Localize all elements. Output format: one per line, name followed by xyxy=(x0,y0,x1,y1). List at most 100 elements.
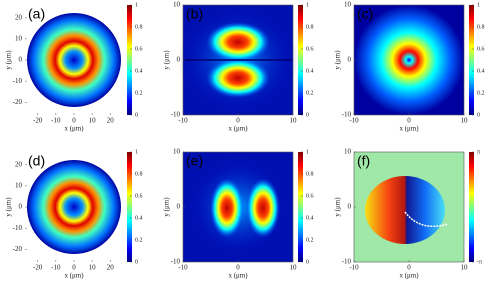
colorbar-tick-label: 0.4 xyxy=(306,68,314,74)
y-tick-label: -20 xyxy=(13,245,23,253)
panel-label: (f) xyxy=(357,153,370,169)
y-tick-label: 10 xyxy=(15,181,23,189)
x-tick-label: 0 xyxy=(72,117,76,125)
colorbar-tick-label: 0 xyxy=(135,112,138,118)
y-tick-label: -10 xyxy=(342,111,352,119)
y-tick-label: -20 xyxy=(13,98,23,106)
x-tick-label: 0 xyxy=(236,117,240,125)
x-tick-label: -10 xyxy=(178,117,188,125)
colorbar-tick-label: 0 xyxy=(135,259,138,265)
x-axis-label: x (μm) xyxy=(64,125,84,133)
panel-label: (d) xyxy=(28,153,45,169)
y-tick-label: 0 xyxy=(19,56,23,64)
colorbar-tick-label: 0 xyxy=(306,112,309,118)
colorbar-tick-label: 0.2 xyxy=(135,90,143,96)
colorbar xyxy=(127,5,132,115)
x-tick-label: -10 xyxy=(178,264,188,272)
phase-branch-cut xyxy=(404,211,449,227)
x-tick-label: 20 xyxy=(107,117,115,125)
x-tick-label: 0 xyxy=(407,264,411,272)
colorbar-tick-label: 1 xyxy=(306,2,309,8)
y-tick-label: 10 xyxy=(173,1,181,9)
intensity-lobe xyxy=(210,178,244,238)
colorbar xyxy=(127,152,132,262)
colorbar-tick-label: 1 xyxy=(477,2,480,8)
images xyxy=(27,5,464,262)
y-axis-label: y (μm) xyxy=(163,197,171,217)
intensity-ring xyxy=(354,5,464,115)
colorbar-tick-label: -π xyxy=(477,259,482,265)
x-tick-label: 10 xyxy=(290,264,298,272)
colorbar xyxy=(469,5,474,115)
x-axis-label: x (μm) xyxy=(228,125,248,133)
x-tick-label: -20 xyxy=(33,117,43,125)
colorbar-tick-label: 0 xyxy=(477,112,480,118)
y-tick-label: -10 xyxy=(171,111,181,119)
y-tick-label: 10 xyxy=(344,1,352,9)
colorbar-tick-label: 0.6 xyxy=(135,193,143,199)
x-axis-label: x (μm) xyxy=(399,272,419,280)
colorbar-tick-label: 0.4 xyxy=(306,215,314,221)
panel-label: (e) xyxy=(186,153,203,169)
colorbar-tick-label: 0.2 xyxy=(477,90,485,96)
colorbar-tick-label: 0.6 xyxy=(306,193,314,199)
y-tick-label: 0 xyxy=(177,203,181,211)
colorbar-tick-label: 0.8 xyxy=(477,24,485,30)
x-axis-label: x (μm) xyxy=(399,125,419,133)
y-axis-label: y (μm) xyxy=(5,50,13,70)
panel-label: (a) xyxy=(28,6,45,22)
intensity-lobe xyxy=(246,178,280,238)
x-axis-label: x (μm) xyxy=(64,272,84,280)
y-tick-label: 20 xyxy=(15,160,23,168)
colorbar xyxy=(469,152,474,262)
colorbar-tick-label: π xyxy=(477,149,480,155)
panel-label: (b) xyxy=(186,6,203,22)
y-tick-label: 0 xyxy=(348,56,352,64)
colorbar-tick-label: 0.6 xyxy=(306,46,314,52)
colorbar-tick-label: 0.2 xyxy=(135,237,143,243)
y-axis-label: y (μm) xyxy=(334,197,342,217)
x-tick-label: 0 xyxy=(236,264,240,272)
colorbar-tick-label: 0.8 xyxy=(135,171,143,177)
y-tick-label: 0 xyxy=(19,203,23,211)
colorbar-tick-label: 0.8 xyxy=(306,24,314,30)
x-tick-label: -10 xyxy=(51,264,61,272)
intensity-lobe xyxy=(206,22,270,62)
x-tick-label: -20 xyxy=(33,264,43,272)
colorbar-tick-label: 1 xyxy=(135,2,138,8)
colorbar-tick-label: 0.2 xyxy=(306,237,314,243)
intensity-image xyxy=(27,160,121,254)
x-axis-label: x (μm) xyxy=(228,272,248,280)
x-tick-label: 10 xyxy=(461,117,469,125)
colorbar-tick-label: 0.4 xyxy=(477,68,485,74)
y-axis-label: y (μm) xyxy=(163,50,171,70)
colorbar-tick-label: 0.6 xyxy=(135,46,143,52)
x-tick-label: -10 xyxy=(349,117,359,125)
colorbar-tick-label: 0 xyxy=(306,259,309,265)
x-tick-label: 0 xyxy=(407,117,411,125)
y-tick-label: -10 xyxy=(171,258,181,266)
x-tick-label: -10 xyxy=(51,117,61,125)
intensity-lobe xyxy=(206,58,270,98)
y-tick-label: -10 xyxy=(13,224,23,232)
phase-vortex xyxy=(365,176,445,244)
y-tick-label: 0 xyxy=(177,56,181,64)
colorbar-tick-label: 0.4 xyxy=(135,215,143,221)
colorbar-tick-label: 0.2 xyxy=(306,90,314,96)
colorbar-tick-label: 0.8 xyxy=(306,171,314,177)
colorbar-tick-label: 0.4 xyxy=(135,68,143,74)
x-tick-label: 0 xyxy=(72,264,76,272)
colorbar-tick-label: 1 xyxy=(135,149,138,155)
x-tick-label: 10 xyxy=(461,264,469,272)
intensity-image xyxy=(27,13,121,107)
y-tick-label: 10 xyxy=(344,148,352,156)
y-axis-label: y (μm) xyxy=(334,50,342,70)
y-tick-label: -10 xyxy=(342,258,352,266)
panel-label: (c) xyxy=(357,6,373,22)
colorbar-tick-label: 0.6 xyxy=(477,46,485,52)
x-tick-label: -10 xyxy=(349,264,359,272)
colorbar xyxy=(298,152,303,262)
colorbar-tick-label: 0.8 xyxy=(135,24,143,30)
y-tick-label: 0 xyxy=(348,203,352,211)
